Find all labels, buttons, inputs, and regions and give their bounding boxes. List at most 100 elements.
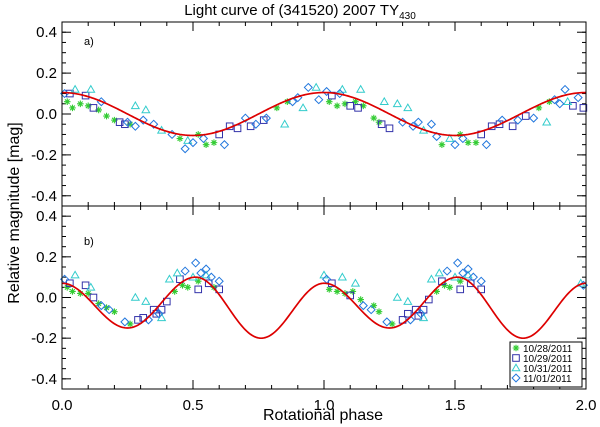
data-point-diamond — [188, 138, 198, 148]
data-point-diamond — [426, 119, 437, 129]
data-point-square — [152, 309, 161, 318]
data-point-square — [377, 120, 386, 129]
data-point-asterisk — [126, 120, 134, 128]
data-point-asterisk — [441, 282, 448, 289]
data-point-square — [89, 104, 98, 112]
legend-box — [509, 341, 583, 388]
data-point-triangle — [141, 296, 151, 305]
data-point-asterisk — [535, 104, 543, 112]
legend-label-1101: 11/01/2011 — [523, 374, 572, 385]
legend-marker — [512, 354, 520, 362]
y-tick-label: 0.4 — [36, 208, 57, 225]
data-point-triangle — [70, 270, 80, 279]
data-point-asterisk — [370, 302, 378, 309]
data-point-asterisk — [388, 320, 396, 328]
data-point-diamond — [214, 276, 224, 286]
legend-symbol-triangle — [511, 363, 521, 372]
panel-b-label: b) — [84, 236, 94, 248]
data-point-triangle — [130, 292, 141, 301]
legend: 10/28/2011 10/29/2011 10/31/2011 11/01/2… — [509, 341, 583, 388]
data-point-diamond — [416, 309, 426, 319]
x-tick-label: 0.5 — [183, 397, 204, 414]
data-point-diamond — [180, 144, 190, 154]
data-point-diamond — [219, 140, 230, 150]
y-tick-label: -0.2 — [31, 147, 57, 164]
data-point-diamond — [573, 93, 583, 103]
data-point-diamond — [261, 113, 271, 123]
data-point-diamond — [104, 305, 114, 315]
y-tick-label: -0.4 — [31, 188, 57, 205]
data-point-square — [204, 279, 213, 288]
data-point-triangle — [403, 296, 413, 305]
data-point-triangle — [426, 274, 437, 283]
figure-title: Light curve of (341520) 2007 TY430 — [184, 2, 416, 22]
data-point-asterisk — [176, 135, 184, 142]
data-point-square — [194, 285, 203, 294]
data-point-diamond — [442, 266, 452, 276]
data-point-diamond — [206, 272, 216, 282]
data-point-triangle — [201, 270, 211, 279]
panel-a-label: a) — [84, 36, 94, 48]
data-point-square — [81, 281, 90, 290]
data-point-diamond — [240, 113, 251, 123]
legend-label-1028: 10/28/2011 — [523, 344, 573, 355]
data-point-triangle — [280, 119, 290, 128]
data-point-diamond — [549, 95, 560, 105]
data-point-asterisk — [333, 288, 341, 295]
data-point-square — [456, 285, 465, 294]
data-point-asterisk — [69, 288, 76, 295]
data-point-asterisk — [84, 102, 92, 110]
data-point-diamond — [149, 119, 159, 129]
data-point-square — [569, 102, 577, 110]
data-point-diamond — [450, 140, 460, 150]
data-point-asterisk — [375, 308, 383, 316]
legend-entry-1029: 10/29/2011 — [512, 354, 573, 365]
data-point-asterisk — [111, 116, 118, 124]
data-point-diamond — [122, 117, 133, 127]
data-point-diamond — [96, 301, 106, 311]
data-point-triangle — [141, 105, 151, 114]
data-point-square — [411, 305, 420, 314]
legend-label-1031: 10/31/2011 — [523, 364, 573, 375]
legend-symbol-diamond — [511, 373, 521, 383]
data-point-triangle — [542, 117, 552, 126]
y-tick-label: 0.0 — [36, 290, 57, 307]
data-point-triangle — [86, 282, 96, 291]
legend-entry-1101: 11/01/2011 — [511, 373, 572, 385]
data-point-square — [134, 316, 142, 324]
data-point-triangle — [311, 82, 321, 91]
x-tick-label: 0.0 — [52, 397, 73, 414]
legend-symbol-asterisk — [512, 344, 520, 352]
legend-marker — [511, 363, 521, 372]
data-point-asterisk — [352, 98, 359, 106]
legend-entry-1028: 10/28/2011 — [512, 344, 573, 355]
data-point-square — [354, 104, 362, 112]
data-point-diamond — [335, 88, 345, 99]
y-tick-label: 0.4 — [36, 24, 57, 41]
data-point-square — [508, 122, 517, 131]
data-point-asterisk — [202, 141, 210, 148]
data-point-diamond — [130, 121, 140, 131]
data-point-diamond — [463, 264, 473, 274]
data-point-diamond — [528, 113, 539, 123]
data-point-asterisk — [472, 139, 480, 146]
data-point-diamond — [358, 301, 368, 311]
data-point-diamond — [560, 84, 570, 95]
data-point-square — [404, 309, 412, 318]
data-point-asterisk — [349, 288, 357, 295]
data-point-triangle — [298, 103, 308, 112]
data-point-asterisk — [210, 139, 218, 146]
data-point-square — [89, 293, 98, 302]
y-tick-label: 0.2 — [36, 249, 57, 266]
model-curve — [61, 91, 587, 137]
x-tick-label: 2.0 — [576, 397, 597, 414]
data-point-triangle — [356, 84, 366, 93]
data-point-diamond — [198, 133, 209, 144]
data-point-asterisk — [63, 98, 71, 106]
data-point-asterisk — [77, 100, 84, 108]
y-tick-label: 0.0 — [36, 106, 57, 123]
data-point-asterisk — [103, 112, 110, 120]
panel-b: b) -0.4 -0.2 0.0 0.2 0.4 0.0 0.5 1.0 1.5 2.0 — [31, 205, 597, 414]
data-point-asterisk — [360, 102, 367, 110]
data-point-square — [579, 104, 588, 112]
